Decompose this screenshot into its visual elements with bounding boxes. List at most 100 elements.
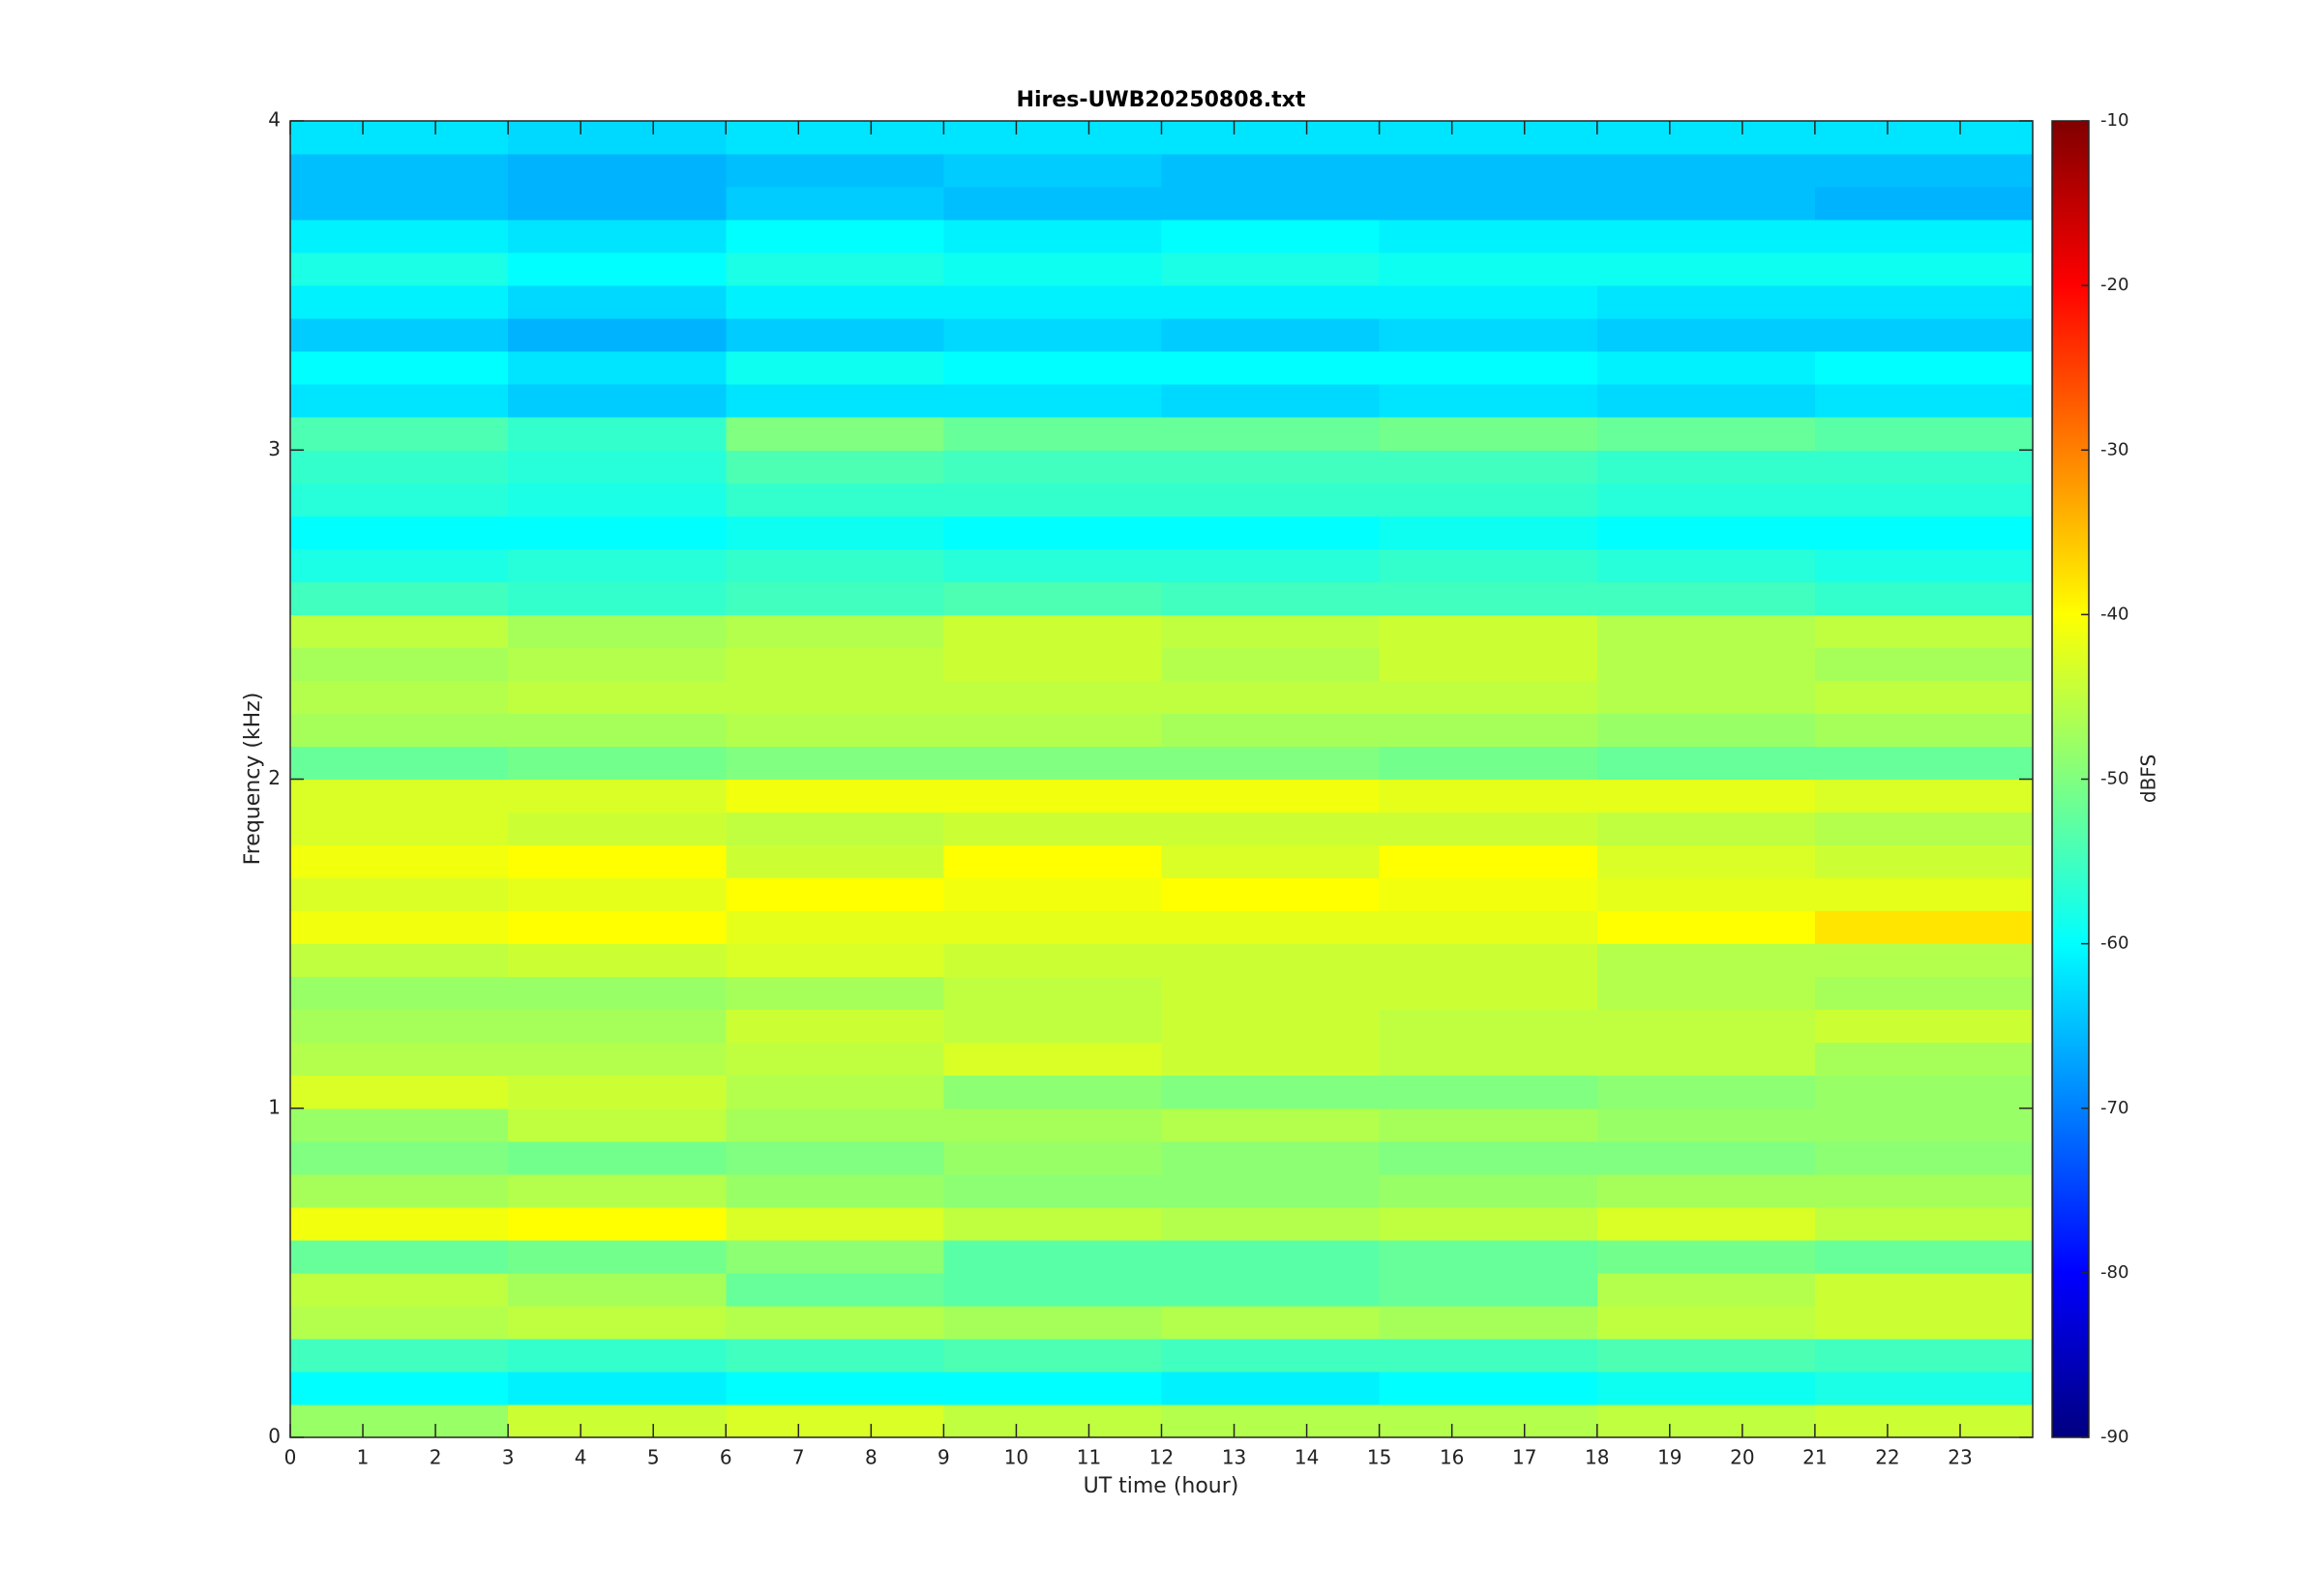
- heatmap-cell: [1161, 812, 1381, 846]
- heatmap-cell: [1379, 1206, 1598, 1241]
- x-tick-label: 6: [720, 1446, 732, 1469]
- heatmap-cell: [943, 187, 1162, 221]
- heatmap-cell: [943, 1173, 1162, 1208]
- heatmap-cell: [726, 680, 944, 714]
- heatmap-cell: [1814, 976, 2034, 1011]
- heatmap-cell: [1596, 1075, 1816, 1109]
- x-axis-label: UT time (hour): [1084, 1474, 1239, 1498]
- y-tick-label: 4: [268, 108, 281, 132]
- heatmap-cell: [1814, 285, 2034, 319]
- colorbar-tick-label: -30: [2100, 439, 2128, 459]
- heatmap-cell: [1379, 548, 1598, 582]
- heatmap-cell: [1161, 680, 1381, 714]
- heatmap-cell: [1379, 516, 1598, 549]
- heatmap-cell: [1596, 779, 1816, 813]
- heatmap-cell: [1596, 285, 1816, 319]
- heatmap-cell: [726, 220, 944, 253]
- heatmap-cell: [508, 1108, 727, 1142]
- heatmap-cell: [943, 1305, 1162, 1340]
- x-tick-label: 11: [1077, 1446, 1101, 1469]
- heatmap-cell: [943, 713, 1162, 747]
- heatmap-cell: [1161, 1173, 1381, 1208]
- heatmap-cell: [726, 252, 944, 286]
- heatmap-cell: [1379, 779, 1598, 813]
- heatmap-cell: [1161, 910, 1381, 945]
- heatmap-cell: [943, 746, 1162, 780]
- heatmap-cell: [1596, 516, 1816, 549]
- heatmap-cell: [943, 483, 1162, 517]
- heatmap-cell: [1814, 252, 2034, 286]
- x-tick-label: 1: [357, 1446, 370, 1469]
- x-tick-label: 3: [502, 1446, 515, 1469]
- heatmap-cell: [1596, 1108, 1816, 1142]
- heatmap-cell: [1596, 844, 1816, 879]
- colorbar-tick-label: -50: [2100, 769, 2128, 789]
- colorbar-label: dBFS: [2137, 754, 2160, 803]
- heatmap-cell: [508, 1042, 727, 1077]
- heatmap-cell: [1814, 746, 2034, 780]
- heatmap-cell: [290, 187, 509, 221]
- heatmap-cell: [508, 680, 727, 714]
- heatmap-cell: [943, 910, 1162, 945]
- heatmap-cell: [1161, 121, 1381, 155]
- heatmap-cell: [726, 154, 944, 188]
- heatmap-cell: [1161, 252, 1381, 286]
- heatmap-cell: [726, 1173, 944, 1208]
- heatmap-cell: [726, 1239, 944, 1274]
- heatmap-cell: [1379, 943, 1598, 978]
- heatmap-cell: [1379, 1371, 1598, 1405]
- heatmap-cell: [1814, 187, 2034, 221]
- heatmap-cell: [1596, 548, 1816, 582]
- x-tick-label: 16: [1440, 1446, 1464, 1469]
- colorbar-tick-label: -40: [2100, 604, 2128, 624]
- heatmap-cell: [290, 121, 509, 155]
- heatmap-cell: [1379, 417, 1598, 451]
- heatmap-cell: [1596, 1009, 1816, 1044]
- heatmap-cell: [508, 121, 727, 155]
- heatmap-cell: [1596, 680, 1816, 714]
- heatmap-cell: [1161, 614, 1381, 648]
- heatmap-cell: [508, 877, 727, 912]
- heatmap-cell: [1814, 154, 2034, 188]
- heatmap-cell: [508, 812, 727, 846]
- heatmap-cell: [943, 1140, 1162, 1175]
- x-tick-label: 0: [284, 1446, 297, 1469]
- heatmap-cell: [1814, 548, 2034, 582]
- heatmap-cell: [1814, 1009, 2034, 1044]
- heatmap-cell: [1596, 746, 1816, 780]
- heatmap-cell: [1814, 318, 2034, 352]
- heatmap-cell: [290, 581, 509, 615]
- heatmap-cell: [290, 154, 509, 188]
- heatmap-cell: [1161, 746, 1381, 780]
- heatmap-cell: [1379, 121, 1598, 155]
- heatmap-cell: [1379, 384, 1598, 418]
- heatmap-cell: [1596, 417, 1816, 451]
- heatmap-cell: [290, 647, 509, 681]
- heatmap-cell: [726, 581, 944, 615]
- heatmap-cell: [508, 187, 727, 221]
- heatmap-cell: [1161, 1108, 1381, 1142]
- heatmap-cell: [943, 285, 1162, 319]
- heatmap-cell: [1379, 1042, 1598, 1077]
- heatmap-cell: [726, 779, 944, 813]
- heatmap-cell: [1596, 713, 1816, 747]
- heatmap-cell: [943, 976, 1162, 1011]
- heatmap-cell: [508, 450, 727, 484]
- heatmap-cell: [726, 187, 944, 221]
- heatmap-cell: [290, 417, 509, 451]
- heatmap-cell: [1161, 1009, 1381, 1044]
- heatmap-cell: [1814, 647, 2034, 681]
- x-tick-label: 14: [1295, 1446, 1319, 1469]
- heatmap-cell: [1379, 351, 1598, 385]
- heatmap-cell: [726, 417, 944, 451]
- heatmap-cell: [1161, 976, 1381, 1011]
- heatmap-cell: [1379, 1140, 1598, 1175]
- heatmap-cell: [1161, 1239, 1381, 1274]
- y-tick-label: 1: [268, 1095, 281, 1118]
- heatmap-cell: [508, 943, 727, 978]
- heatmap-cell: [1596, 1239, 1816, 1274]
- heatmap-cell: [290, 1272, 509, 1307]
- heatmap-cell: [1596, 483, 1816, 517]
- heatmap-cell: [1814, 483, 2034, 517]
